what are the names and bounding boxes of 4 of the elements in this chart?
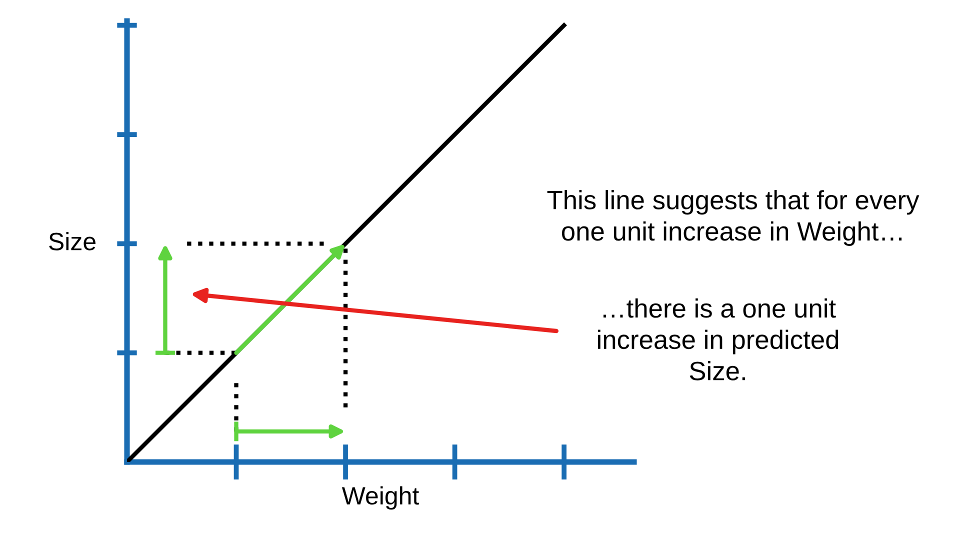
annotation: This line suggests that for every one unit increase in Weight…: [547, 190, 920, 246]
annotation: …there is a one unit increase in predicted Size.: [598, 298, 838, 380]
y-axis-title: Size: [49, 232, 96, 250]
x-axis-title: Weight: [342, 486, 419, 510]
